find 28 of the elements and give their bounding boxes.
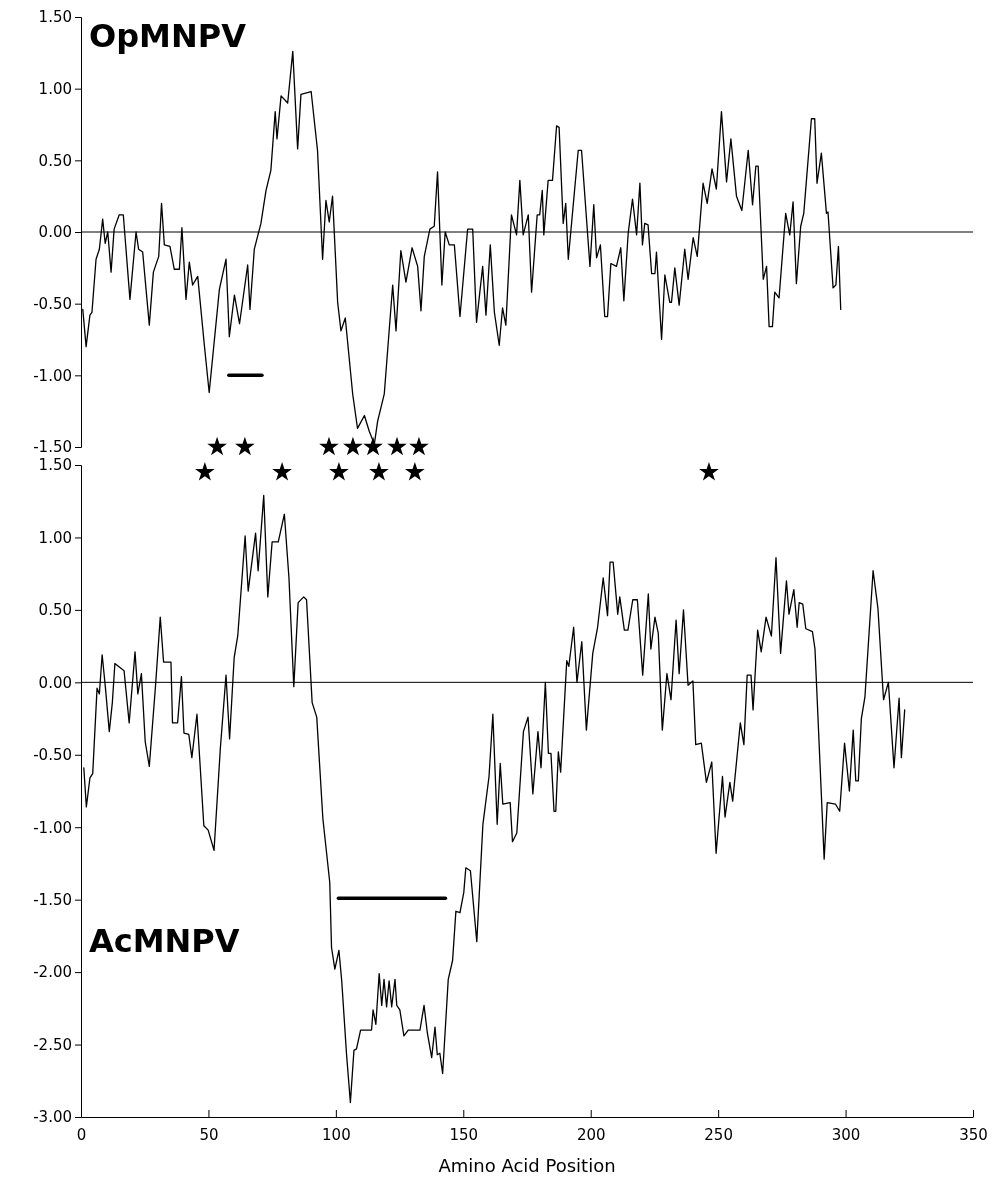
y-tick-label: 0.00 (38, 223, 72, 242)
y-tick-label: 1.50 (38, 456, 72, 475)
y-tick-label: 1.00 (38, 528, 72, 547)
y-tick-label: 0.50 (38, 151, 72, 170)
y-tick-label: 1.00 (38, 79, 72, 98)
x-tick-label: 250 (704, 1125, 733, 1144)
x-axis-title: Amino Acid Position (438, 1155, 616, 1176)
y-tick-label: 1.50 (38, 8, 72, 27)
x-tick-label: 350 (959, 1125, 988, 1144)
x-tick-label: 50 (199, 1125, 219, 1144)
text: AcMNPV (89, 922, 240, 960)
y-tick-label: -0.50 (33, 746, 72, 765)
x-tick-label: 300 (831, 1125, 861, 1144)
y-tick-label: -1.50 (33, 890, 72, 909)
y-tick-label: 0.50 (38, 601, 72, 620)
x-tick-label: 100 (322, 1125, 351, 1144)
x-tick-label: 150 (449, 1125, 479, 1144)
chart-title: OpMNPV (89, 17, 247, 55)
x-tick-label: 0 (76, 1125, 87, 1144)
x-tick-label: 200 (576, 1125, 606, 1144)
y-tick-label: 0.00 (38, 673, 72, 692)
y-tick-label: -3.00 (33, 1108, 72, 1127)
y-tick-label: -2.50 (33, 1035, 72, 1054)
y-tick-label: -2.00 (33, 963, 72, 982)
y-tick-label: -1.50 (33, 438, 72, 457)
y-tick-label: -0.50 (33, 294, 72, 313)
y-tick-label: -1.00 (33, 366, 72, 385)
y-tick-label: -1.00 (33, 818, 72, 837)
